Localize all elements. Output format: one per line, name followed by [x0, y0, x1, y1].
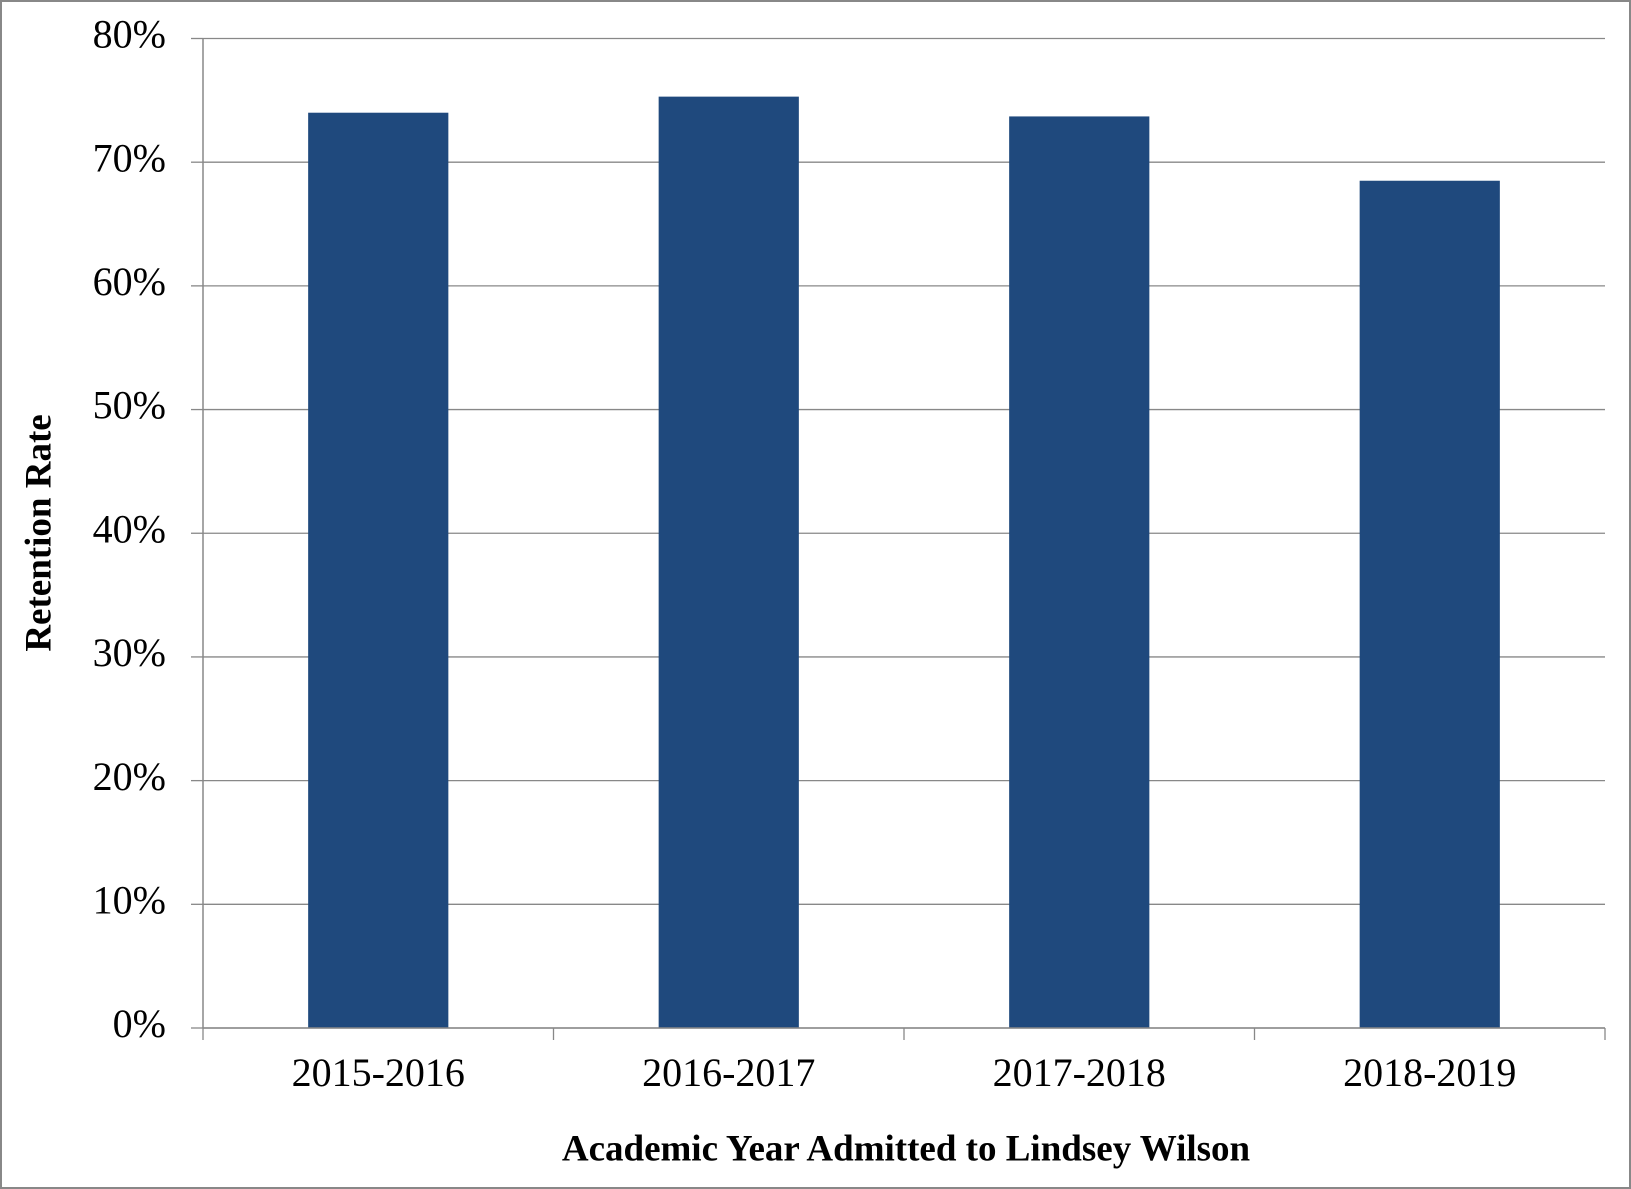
y-tick-label: 70%: [93, 135, 166, 180]
bar: [658, 96, 799, 1029]
y-tick-label: 0%: [113, 1001, 166, 1046]
y-tick-label: 20%: [93, 754, 166, 799]
bar: [1009, 116, 1150, 1029]
y-tick-label: 10%: [93, 877, 166, 922]
x-tick-label: 2015-2016: [292, 1050, 465, 1095]
y-tick-label: 40%: [93, 506, 166, 551]
bar: [1359, 180, 1500, 1029]
y-tick-label: 80%: [93, 12, 166, 57]
y-tick-label: 60%: [93, 259, 166, 304]
x-tick-label: 2017-2018: [993, 1050, 1166, 1095]
x-tick-label: 2018-2019: [1343, 1050, 1516, 1095]
y-axis-title: Retention Rate: [18, 414, 59, 651]
y-tick-label: 50%: [93, 383, 166, 428]
bar: [308, 112, 449, 1028]
y-tick-label: 30%: [93, 630, 166, 675]
x-tick-label: 2016-2017: [642, 1050, 815, 1095]
x-axis-title: Academic Year Admitted to Lindsey Wilson: [562, 1128, 1251, 1169]
